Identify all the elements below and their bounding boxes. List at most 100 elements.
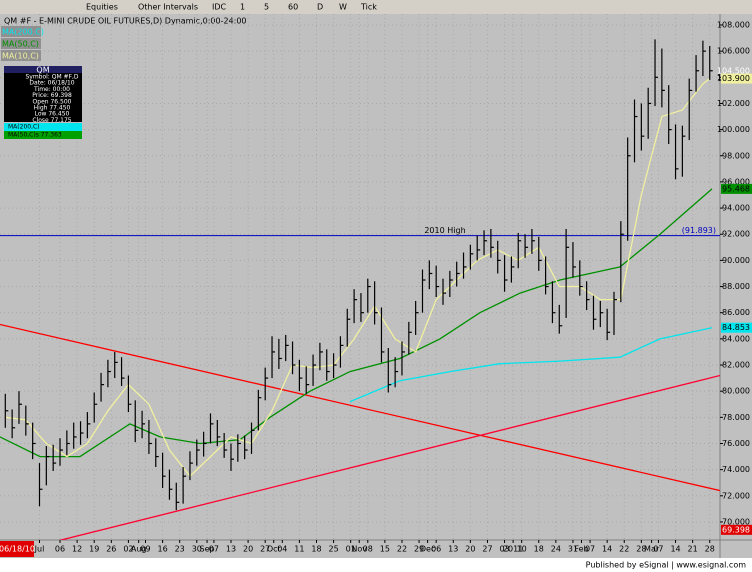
moving-average <box>349 327 713 403</box>
value-box-label: 103.900 <box>717 74 750 83</box>
x-tick-label: 15 <box>380 545 390 554</box>
x-tick-label: 03 <box>499 545 509 554</box>
x-tick-label: Nov <box>351 545 367 554</box>
x-tick-label: 18 <box>534 545 544 554</box>
y-tick-label: 76.000 <box>722 439 750 448</box>
toolbar-item[interactable]: Other Intervals <box>138 3 198 12</box>
x-tick-label: 07 <box>209 545 219 554</box>
x-tick-label: 04 <box>277 545 287 554</box>
reference-name: 2010 High <box>424 226 465 235</box>
toolbar-item[interactable]: Tick <box>360 3 377 12</box>
info-row: Symbol: QM #F,D <box>25 74 78 81</box>
y-tick-label: 100.000 <box>717 125 750 134</box>
y-tick-label: 96.000 <box>722 177 750 186</box>
x-tick-label: 06 <box>55 545 65 554</box>
legend-swatch <box>1 38 41 49</box>
footer-text: Published by eSignal | www.esignal.com <box>586 561 747 570</box>
y-tick-label: 108.000 <box>717 20 750 29</box>
x-tick-label: 16 <box>158 545 168 554</box>
toolbar-item[interactable]: IDC <box>212 3 227 12</box>
plot-area <box>0 14 720 540</box>
info-row: High 77.450 <box>34 105 71 112</box>
y-tick-label: 88.000 <box>722 282 750 291</box>
x-tick-label: 07 <box>585 545 595 554</box>
plot-background <box>0 14 752 558</box>
value-box <box>721 524 752 535</box>
cursor-date-box <box>0 541 34 557</box>
x-tick-label: 20 <box>465 545 475 554</box>
x-tick-label: 02 <box>123 545 133 554</box>
x-tick-label: Oct <box>267 545 281 554</box>
info-box <box>4 66 82 122</box>
info-title-bar <box>4 66 82 73</box>
chart-title: QM #F - E-MINI CRUDE OIL FUTURES,D) Dyna… <box>4 17 247 26</box>
info-ma-row: MA(200,C) <box>8 124 40 131</box>
legend-swatch <box>1 50 41 61</box>
x-tick-label: 23 <box>175 545 185 554</box>
info-row: Price: 69.398 <box>32 92 72 99</box>
y-tick-label: 70.000 <box>722 517 750 526</box>
info-row: Open 76.500 <box>33 98 72 105</box>
x-tick-label: 27 <box>482 545 492 554</box>
y-tick-label: 80.000 <box>722 387 750 396</box>
y-tick-label: 82.000 <box>722 361 750 370</box>
x-tick-label: Aug <box>131 545 147 554</box>
cursor-date: 06/18/10 <box>0 545 35 554</box>
legend-entry: MA(10,C) <box>2 52 39 61</box>
info-title: QM <box>36 66 49 75</box>
value-box-label: 104.500 <box>717 66 750 75</box>
toolbar-item[interactable]: D <box>317 3 323 12</box>
x-tick-label: 09 <box>140 545 150 554</box>
toolbar-item[interactable]: Equities <box>86 3 118 12</box>
x-tick-label: Sep <box>200 545 215 554</box>
toolbar-item[interactable]: W <box>339 3 347 12</box>
x-tick-label: 29 <box>414 545 424 554</box>
info-row: Date: 06/18/10 <box>29 80 74 87</box>
x-tick-label: 22 <box>619 545 629 554</box>
x-tick-label: 30 <box>192 545 202 554</box>
x-tick-label: 18 <box>311 545 321 554</box>
value-box-label: 95.468 <box>722 184 750 193</box>
x-tick-label: Feb <box>574 545 588 554</box>
value-box <box>721 65 752 76</box>
x-tick-label: 2011 <box>503 545 523 554</box>
trendline <box>59 374 720 540</box>
y-tick-label: 94.000 <box>722 204 750 213</box>
value-box-label: 84.853 <box>722 323 750 332</box>
x-tick-label: 28 <box>705 545 715 554</box>
x-tick-label: 24 <box>551 545 561 554</box>
x-tick-label: Jul <box>34 545 45 554</box>
x-tick-label: 27 <box>260 545 270 554</box>
x-tick-label: 21 <box>688 545 698 554</box>
info-row: Close 77.175 <box>32 117 71 124</box>
y-tick-label: 78.000 <box>722 413 750 422</box>
value-box <box>721 322 752 333</box>
value-box-label: 69.398 <box>722 525 750 534</box>
info-row: Low 76.450 <box>35 111 70 118</box>
toolbar-item[interactable]: 5 <box>264 3 269 12</box>
toolbar-item[interactable]: 60 <box>288 3 298 12</box>
reference-label: (91.893) <box>682 226 716 235</box>
x-tick-label: Mar <box>644 545 660 554</box>
y-tick-label: 86.000 <box>722 308 750 317</box>
x-tick-label: 22 <box>397 545 407 554</box>
toolbar-item[interactable]: 1 <box>240 3 245 12</box>
info-ma-bar <box>4 123 82 131</box>
y-tick-label: 106.000 <box>717 47 750 56</box>
legend-swatch <box>1 26 41 37</box>
value-box <box>721 183 752 194</box>
value-box <box>721 73 752 84</box>
x-tick-label: 06 <box>431 545 441 554</box>
x-tick-label: 13 <box>226 545 236 554</box>
x-tick-label: 11 <box>294 545 304 554</box>
info-ma-row: MA(50,C)s 77.363 <box>8 132 62 139</box>
y-tick-label: 92.000 <box>722 230 750 239</box>
x-tick-label: 14 <box>602 545 612 554</box>
x-tick-label: 10 <box>517 545 527 554</box>
footer-bar <box>0 558 752 572</box>
x-tick-label: 20 <box>243 545 253 554</box>
x-tick-label: 31 <box>568 545 578 554</box>
y-tick-label: 98.000 <box>722 151 750 160</box>
